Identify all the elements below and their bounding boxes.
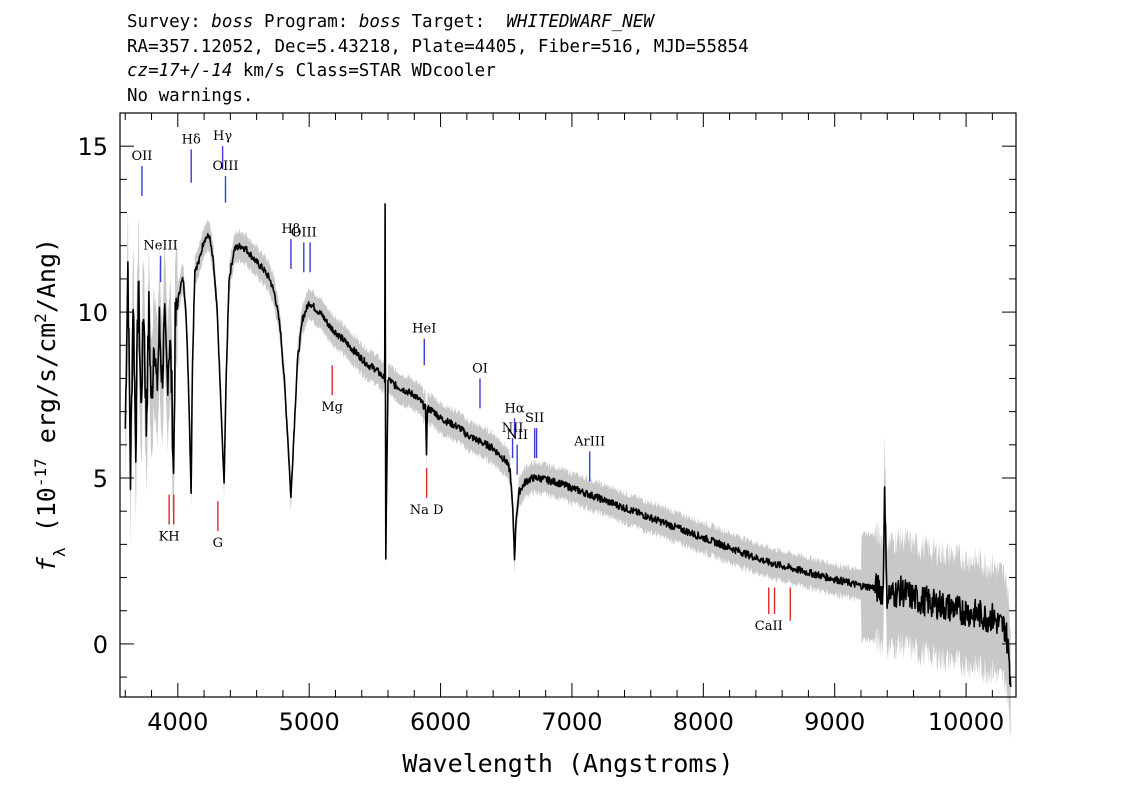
header-line-coords: RA=357.12052, Dec=5.43218, Plate=4405, F… <box>127 36 749 57</box>
spectrum-header: Survey: boss Program: boss Target: WHITE… <box>127 10 749 108</box>
x-axis-title: Wavelength (Angstroms) <box>402 749 733 778</box>
y-tick-label: 10 <box>77 299 108 327</box>
line-marker-label: Hβ <box>281 222 300 237</box>
line-marker-label: SII <box>525 411 544 426</box>
line-marker-label: OIII <box>212 159 238 174</box>
line-marker-label: OIII <box>291 225 317 240</box>
x-tick-label: 5000 <box>279 708 340 736</box>
error-band <box>125 189 1011 741</box>
line-marker-label: CaII <box>755 619 783 634</box>
line-marker-label: Hδ <box>182 133 201 148</box>
flux-series-line <box>124 203 1012 688</box>
line-marker-label: G <box>213 536 223 551</box>
header-line-warnings: No warnings. <box>127 85 254 106</box>
x-tick-label: 4000 <box>147 708 208 736</box>
header-line-survey: Survey: boss Program: boss Target: WHITE… <box>127 10 749 35</box>
error-band-layer <box>125 189 1011 741</box>
y-tick-label: 5 <box>93 465 108 493</box>
y-tick-label: 0 <box>93 631 108 659</box>
tick-labels-layer: 4000 5000 6000 7000 8000 9000 10000 0 5 10 15 <box>77 133 1004 736</box>
flux-layer <box>124 203 1012 688</box>
y-tick-label: 15 <box>77 133 108 161</box>
y-axis-title: fλ (10-17 erg/s/cm2/Ang) <box>31 238 69 572</box>
survey-label: Survey: <box>127 12 212 32</box>
line-marker-label: ArIII <box>573 434 605 449</box>
plot-frame <box>119 112 1017 698</box>
x-tick-label: 9000 <box>804 708 865 736</box>
line-marker-label: Na D <box>410 503 444 518</box>
x-tick-label: 7000 <box>541 708 602 736</box>
x-tick-label: 6000 <box>410 708 471 736</box>
program-label: Program: <box>253 12 359 32</box>
line-marker-label: HeI <box>412 322 436 337</box>
line-marker-label: Mg <box>321 400 343 415</box>
line-marker-label: NII <box>502 421 524 436</box>
target-value: WHITEDWARF_NEW <box>506 12 654 32</box>
line-marker-label: OII <box>131 149 152 164</box>
program-value: boss <box>358 12 401 32</box>
cz-class: km/s Class=STAR WDcooler <box>232 61 496 81</box>
line-marker-label: Hγ <box>213 129 232 144</box>
x-tick-label: 8000 <box>673 708 734 736</box>
line-marker-label: NeIII <box>143 239 177 254</box>
target-label: Target: <box>400 12 507 32</box>
cz-value: cz=17+/-14 <box>127 61 233 81</box>
line-marker-label: KH <box>159 529 180 544</box>
survey-value: boss <box>211 12 254 32</box>
axes-layer <box>119 112 1017 698</box>
header-line-redshift: cz=17+/-14 km/s Class=STAR WDcooler <box>127 59 749 84</box>
line-marker-label: OI <box>472 361 488 376</box>
line-marker-label: NII <box>506 428 528 443</box>
x-tick-label: 10000 <box>928 708 1004 736</box>
line-marker-label: Hα <box>504 401 524 416</box>
